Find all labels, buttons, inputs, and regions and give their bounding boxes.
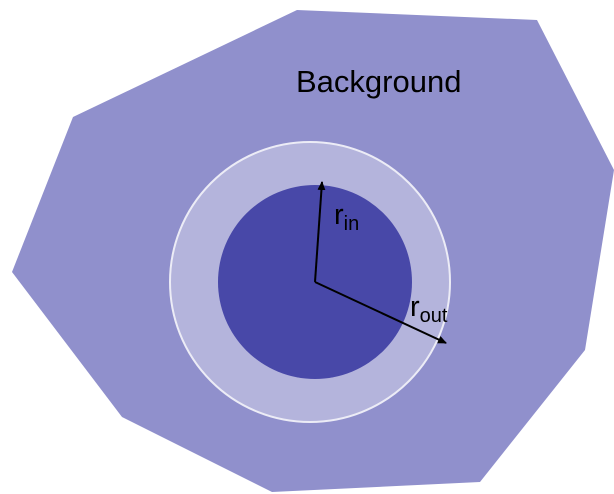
- outer-radius-label: rout: [410, 291, 448, 327]
- outer-radius-arrow: [314, 281, 447, 344]
- outer-radius-label-base: r: [410, 291, 420, 323]
- outer-radius-label-subscript: out: [420, 305, 448, 327]
- inner-radius-label-subscript: in: [344, 213, 360, 235]
- background-label: Background: [296, 64, 461, 99]
- inner-radius-label: rin: [334, 199, 359, 235]
- inner-radius-arrow: [314, 181, 326, 283]
- inner-radius-label-base: r: [334, 199, 344, 231]
